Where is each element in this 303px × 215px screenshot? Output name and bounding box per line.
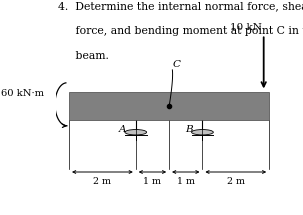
Text: 2 m: 2 m (93, 177, 112, 186)
Text: A: A (118, 125, 126, 134)
Text: 2 m: 2 m (227, 177, 245, 186)
Text: 1 m: 1 m (177, 177, 195, 186)
Text: force, and bending moment at point C in the: force, and bending moment at point C in … (58, 26, 303, 36)
Ellipse shape (125, 129, 147, 135)
Ellipse shape (191, 129, 213, 135)
Text: 4.  Determine the internal normal force, shear: 4. Determine the internal normal force, … (58, 1, 303, 11)
Text: B: B (185, 125, 193, 134)
Text: 1 m: 1 m (143, 177, 161, 186)
Bar (69, 92, 269, 120)
Text: 10 kN: 10 kN (230, 23, 261, 32)
Text: beam.: beam. (58, 51, 109, 61)
Text: C: C (172, 60, 180, 69)
Text: 60 kN·m: 60 kN·m (1, 89, 44, 98)
